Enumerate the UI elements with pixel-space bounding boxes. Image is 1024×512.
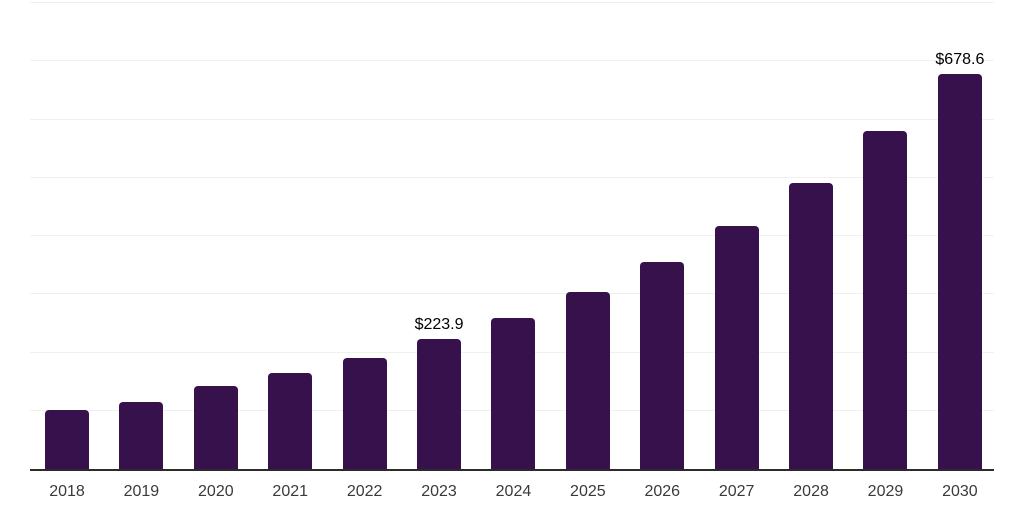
x-axis-line (30, 469, 994, 471)
gridline-300 (30, 293, 994, 295)
bar-slot-2027 (714, 3, 759, 469)
bar-slot-2030: $678.6 (935, 3, 985, 469)
bar-2025 (565, 291, 610, 469)
bar-2020 (193, 386, 238, 469)
x-tick-label-2021: 2021 (272, 483, 309, 500)
x-tick-label-2030: 2030 (942, 483, 978, 500)
bar-slot-2023: $223.9 (414, 3, 464, 469)
bar-slot-2022 (342, 3, 387, 469)
bar-2027 (714, 226, 759, 469)
bar-2024 (491, 317, 536, 469)
bar-slot-2029 (863, 3, 908, 469)
x-tick-label-2027: 2027 (718, 483, 755, 500)
x-tick-label-2024: 2024 (495, 483, 532, 500)
bar-2021 (268, 373, 313, 469)
bar-slot-2019 (119, 3, 164, 469)
x-tick-label-2022: 2022 (346, 483, 383, 500)
bar-2023 (417, 338, 462, 469)
bar-slot-2024 (491, 3, 536, 469)
x-tick-label-2029: 2029 (867, 483, 904, 500)
x-tick-label-2028: 2028 (793, 483, 829, 500)
bar-slot-2025 (565, 3, 610, 469)
gridline-600 (30, 118, 994, 120)
x-tick-label-2026: 2026 (644, 483, 681, 500)
bar-slot-2028 (789, 3, 834, 469)
bar-2030 (937, 73, 982, 469)
bar-slot-2026 (640, 3, 685, 469)
bar-slot-2020 (193, 3, 238, 469)
bar-2018 (45, 410, 89, 469)
bar-2028 (789, 183, 834, 469)
bar-value-label-2030: $678.6 (935, 50, 985, 68)
bar-2026 (640, 261, 685, 469)
x-tick-label-2023: 2023 (421, 483, 457, 500)
gridline-400 (30, 235, 994, 236)
bar-2019 (119, 402, 164, 469)
bar-2029 (863, 131, 908, 469)
bar-value-label-2023: $223.9 (414, 315, 464, 333)
x-tick-label-2025: 2025 (570, 483, 606, 500)
x-axis-tick-labels: 2018 2019 2020 2021 2022 2023 2024 2025 2026 2027… (30, 482, 994, 502)
x-tick-label-2020: 2020 (198, 483, 234, 500)
x-tick-label-2019: 2019 (123, 483, 160, 500)
bar-slot-2021 (268, 3, 313, 469)
bar-2022 (342, 357, 387, 469)
gridline-500 (30, 176, 994, 178)
bars-row: $223.9 $678.6 (30, 3, 994, 469)
bar-slot-2018 (45, 3, 89, 469)
gridline-800 (30, 2, 994, 3)
gridline-700 (30, 60, 994, 62)
plot-area: $223.9 $678.6 (30, 2, 994, 471)
x-tick-label-2018: 2018 (49, 483, 85, 500)
